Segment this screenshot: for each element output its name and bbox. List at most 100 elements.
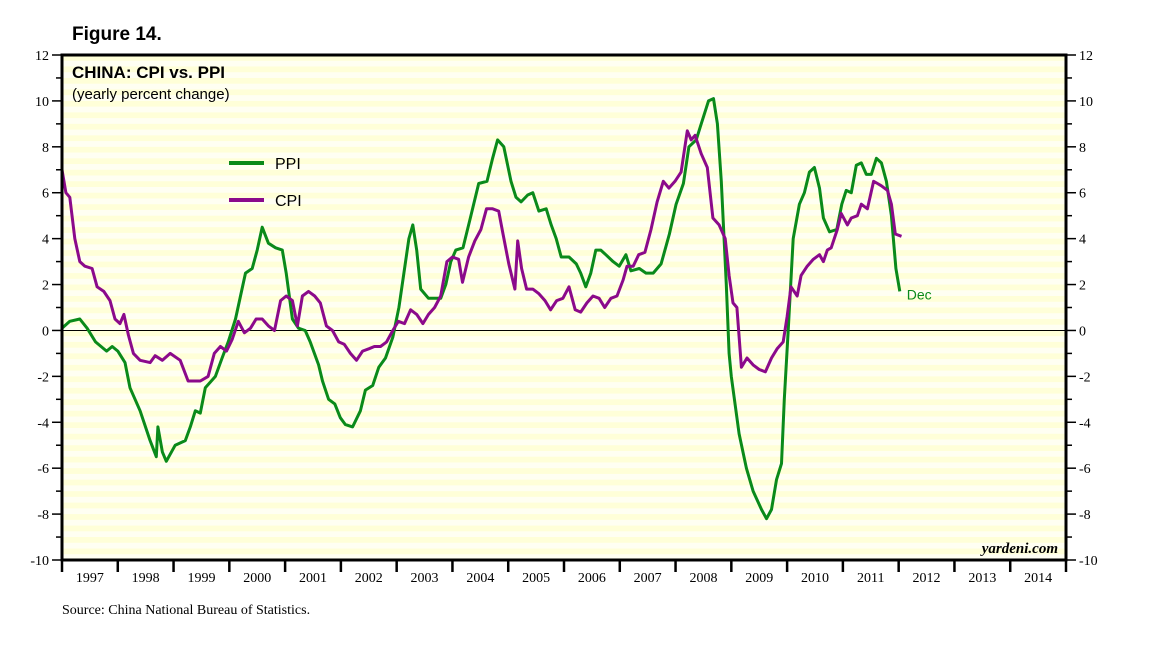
background-stripe (62, 473, 1066, 480)
background-stripe (62, 232, 1066, 239)
plot-background (62, 55, 1066, 560)
y-tick-label-left: -6 (37, 462, 49, 477)
watermark: yardeni.com (980, 541, 1058, 557)
chart-subtitle: (yearly percent change) (72, 86, 230, 103)
background-stripe (62, 416, 1066, 423)
y-tick-label-left: -4 (37, 416, 49, 431)
y-tick-label-right: 4 (1079, 233, 1086, 248)
background-stripe (62, 554, 1066, 560)
y-tick-label-right: 8 (1079, 141, 1086, 156)
legend-label-ppi: PPI (275, 156, 301, 173)
x-tick-label: 2003 (411, 571, 439, 586)
background-stripe (62, 72, 1066, 78)
background-stripe (62, 255, 1066, 262)
background-stripe (62, 278, 1066, 285)
background-stripe (62, 531, 1066, 538)
y-tick-label-left: 0 (42, 324, 49, 339)
background-stripe (62, 106, 1066, 113)
y-tick-label-left: -2 (37, 370, 49, 385)
y-tick-label-right: -6 (1079, 462, 1091, 477)
x-tick-label: 2010 (801, 571, 829, 586)
y-tick-label-right: -4 (1079, 416, 1091, 431)
x-tick-label: 2008 (689, 571, 717, 586)
y-tick-label-left: 4 (42, 233, 49, 248)
y-tick-label-left: 10 (35, 95, 49, 110)
background-stripe (62, 428, 1066, 434)
background-stripe (62, 129, 1066, 136)
y-tick-label-left: 2 (42, 279, 49, 294)
background-stripe (62, 450, 1066, 457)
background-stripe (62, 198, 1066, 205)
background-stripe (62, 313, 1066, 319)
legend: PPI CPI (229, 156, 302, 210)
y-tick-label-left: -10 (30, 554, 49, 569)
axes: -10 -10 -8 -8 -6 -6 -4 -4 -2 -2 0 0 2 2 4 4 6 6 8 8 10 10 12 12… (30, 49, 1097, 586)
legend-label-cpi: CPI (275, 193, 302, 210)
background-stripe (62, 324, 1066, 331)
x-tick-label: 2006 (578, 571, 606, 586)
x-tick-label: 2013 (968, 571, 996, 586)
background-stripe (62, 519, 1066, 526)
x-tick-label: 2004 (466, 571, 494, 586)
x-tick-label: 2014 (1024, 571, 1052, 586)
background-stripe (62, 141, 1066, 147)
x-tick-label: 1997 (76, 571, 104, 586)
series-line-cpi (60, 129, 903, 383)
y-tick-label-right: 10 (1079, 95, 1093, 110)
background-stripe (62, 186, 1066, 193)
background-stripe (62, 496, 1066, 503)
background-stripe (62, 439, 1066, 446)
x-tick-label: 2005 (522, 571, 550, 586)
background-stripe (62, 347, 1066, 354)
background-stripe (62, 118, 1066, 124)
x-tick-label: 1999 (187, 571, 215, 586)
y-tick-label-left: 6 (42, 187, 49, 202)
y-tick-label-right: 6 (1079, 187, 1086, 202)
background-stripe (62, 83, 1066, 90)
y-tick-label-left: 8 (42, 141, 49, 156)
background-stripe (62, 462, 1066, 469)
y-tick-label-left: -8 (37, 508, 49, 523)
y-tick-label-right: 0 (1079, 324, 1086, 339)
x-tick-label: 2001 (299, 571, 327, 586)
x-tick-label: 2012 (913, 571, 941, 586)
background-stripe (62, 164, 1066, 170)
background-stripe (62, 301, 1066, 308)
background-stripe (62, 175, 1066, 182)
y-tick-label-right: -10 (1079, 554, 1098, 569)
y-tick-label-right: 2 (1079, 279, 1086, 294)
x-tick-label: 2000 (243, 571, 271, 586)
y-tick-label-right: -2 (1079, 370, 1091, 385)
y-tick-label-right: 12 (1079, 49, 1093, 64)
background-stripe (62, 405, 1066, 411)
background-stripe (62, 485, 1066, 492)
series-lines (60, 97, 903, 521)
background-stripe (62, 359, 1066, 365)
figure-label: Figure 14. (72, 24, 162, 45)
end-annotation-dec: Dec (907, 286, 932, 302)
x-tick-label: 2007 (634, 571, 662, 586)
background-stripe (62, 382, 1066, 388)
x-tick-label: 2009 (745, 571, 773, 586)
background-stripe (62, 152, 1066, 159)
chart-title: CHINA: CPI vs. PPI (72, 63, 225, 82)
background-stripe (62, 60, 1066, 67)
source-note: Source: China National Bureau of Statist… (62, 603, 311, 618)
series-line-ppi (61, 97, 902, 521)
background-stripe (62, 221, 1066, 228)
y-tick-label-left: 12 (35, 49, 49, 64)
y-tick-label-right: -8 (1079, 508, 1091, 523)
background-stripe (62, 508, 1066, 515)
background-stripe (62, 95, 1066, 101)
background-stripe (62, 542, 1066, 549)
x-tick-label: 1998 (132, 571, 160, 586)
background-stripe (62, 370, 1066, 377)
background-stripe (62, 393, 1066, 400)
x-tick-label: 2002 (355, 571, 383, 586)
x-tick-label: 2011 (857, 571, 884, 586)
background-stripe (62, 244, 1066, 251)
background-stripe (62, 336, 1066, 342)
background-stripe (62, 209, 1066, 216)
background-stripe (62, 267, 1066, 274)
